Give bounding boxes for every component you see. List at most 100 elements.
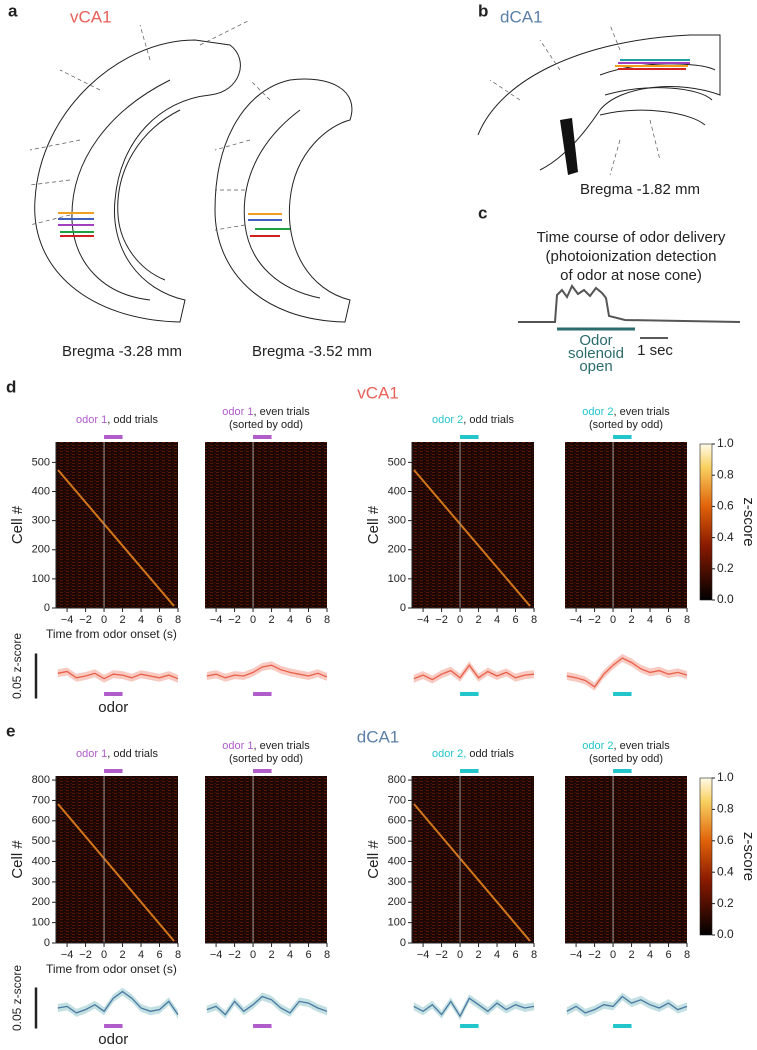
trace bbox=[57, 670, 179, 680]
trace-band bbox=[206, 661, 327, 682]
x-tick-label: −2 bbox=[228, 949, 241, 961]
x-tick-label: 8 bbox=[175, 614, 181, 626]
y-axis-label: Cell # bbox=[9, 505, 26, 544]
brain-section bbox=[29, 19, 251, 323]
trace bbox=[566, 657, 688, 688]
x-tick-label: 2 bbox=[119, 949, 125, 961]
y-tick-label: 800 bbox=[32, 774, 50, 786]
brain-section bbox=[477, 24, 721, 176]
sorted-diagonal bbox=[413, 469, 531, 607]
y-tick-label: 800 bbox=[388, 774, 406, 786]
trace-band bbox=[413, 994, 534, 1021]
odor-name: odor 1 bbox=[222, 406, 253, 418]
x-tick-label: 0 bbox=[457, 614, 463, 626]
trace bbox=[206, 664, 328, 679]
x-tick-label: 6 bbox=[665, 614, 671, 626]
x-tick-label: 4 bbox=[494, 949, 500, 961]
y-tick-label: 200 bbox=[388, 544, 406, 556]
panel-letter: c bbox=[478, 203, 487, 222]
x-tick-label: 8 bbox=[684, 614, 690, 626]
odor-name: odor 1 bbox=[76, 414, 107, 426]
y-tick-label: 400 bbox=[388, 485, 406, 497]
heatmap-title: odor 2, even trials bbox=[582, 406, 670, 418]
x-tick-label: 2 bbox=[268, 614, 274, 626]
y-tick-label: 500 bbox=[388, 456, 406, 468]
x-tick-label: 2 bbox=[628, 614, 634, 626]
trace-band bbox=[57, 987, 178, 1019]
trial-label: , even trials bbox=[613, 740, 670, 752]
x-tick-label: −4 bbox=[61, 614, 74, 626]
x-tick-label: 6 bbox=[512, 614, 518, 626]
heatmap-title: odor 1, even trials bbox=[222, 740, 310, 752]
heatmap bbox=[412, 442, 534, 608]
trace bbox=[566, 995, 688, 1014]
caption: Bregma -3.28 mm bbox=[62, 343, 182, 360]
title-line: (photoionization detection bbox=[546, 248, 717, 265]
panel-letter: d bbox=[6, 377, 16, 396]
sorted-diagonal bbox=[413, 803, 531, 942]
y-tick-label: 300 bbox=[32, 876, 50, 888]
colorbar-label: z-score bbox=[740, 497, 757, 546]
x-tick-label: 0 bbox=[101, 614, 107, 626]
colorbar bbox=[699, 777, 713, 936]
heatmap-title: odor 2, odd trials bbox=[432, 414, 514, 426]
y-tick-label: 200 bbox=[388, 896, 406, 908]
title-line: Time course of odor delivery bbox=[537, 229, 726, 246]
y-tick-label: 0 bbox=[44, 602, 50, 614]
y-axis-label: Cell # bbox=[365, 505, 382, 544]
trial-label: , odd trials bbox=[463, 414, 514, 426]
x-tick-label: −2 bbox=[228, 614, 241, 626]
x-tick-label: 6 bbox=[512, 949, 518, 961]
y-tick-label: 300 bbox=[388, 515, 406, 527]
colorbar-tick-label: 0.2 bbox=[717, 561, 734, 575]
x-tick-label: 0 bbox=[610, 949, 616, 961]
x-tick-label: −2 bbox=[435, 614, 448, 626]
heatmap bbox=[205, 776, 327, 943]
caption: Bregma -3.52 mm bbox=[252, 343, 372, 360]
x-tick-label: 6 bbox=[305, 614, 311, 626]
caption: Bregma -1.82 mm bbox=[580, 181, 700, 198]
x-tick-label: 4 bbox=[647, 614, 653, 626]
x-tick-label: 8 bbox=[324, 614, 330, 626]
colorbar-tick-label: 0.8 bbox=[717, 802, 734, 816]
heatmap-note: (sorted by odd) bbox=[229, 419, 303, 431]
trial-label: , odd trials bbox=[107, 414, 158, 426]
trace bbox=[57, 990, 179, 1015]
panel-letter: b bbox=[478, 1, 488, 20]
y-tick-label: 200 bbox=[32, 896, 50, 908]
x-tick-label: 2 bbox=[628, 949, 634, 961]
x-tick-label: 4 bbox=[287, 614, 293, 626]
x-tick-label: −4 bbox=[417, 614, 430, 626]
y-tick-label: 600 bbox=[388, 815, 406, 827]
heatmap bbox=[565, 776, 687, 943]
scale-label: 0.05 z-score bbox=[10, 965, 24, 1031]
panel-letter: e bbox=[6, 721, 15, 740]
heatmap-note: (sorted by odd) bbox=[589, 753, 663, 765]
x-axis-label: Time from odor onset (s) bbox=[46, 627, 177, 641]
stimulus-label: solenoid bbox=[568, 345, 624, 362]
y-tick-label: 400 bbox=[32, 855, 50, 867]
sorted-diagonal bbox=[57, 803, 175, 942]
colorbar-tick-label: 1.0 bbox=[717, 770, 734, 784]
y-tick-label: 200 bbox=[32, 544, 50, 556]
trial-label: odd trials bbox=[466, 748, 514, 760]
x-tick-label: 0 bbox=[610, 614, 616, 626]
y-tick-label: 500 bbox=[32, 835, 50, 847]
stimulus-label: Odor bbox=[579, 332, 612, 349]
panel-title: vCA1 bbox=[357, 383, 399, 402]
y-axis-label: Cell # bbox=[9, 840, 26, 879]
heatmap bbox=[56, 442, 178, 608]
x-tick-label: 8 bbox=[531, 949, 537, 961]
heatmap-title: odor 2, odd trials bbox=[432, 748, 514, 760]
x-tick-label: −2 bbox=[79, 949, 92, 961]
x-tick-label: 6 bbox=[156, 614, 162, 626]
y-tick-label: 100 bbox=[32, 573, 50, 585]
x-tick-label: 6 bbox=[156, 949, 162, 961]
odor-trace bbox=[518, 284, 741, 323]
scale-label: 1 sec bbox=[637, 342, 673, 359]
odor-name: odor 2 bbox=[582, 740, 613, 752]
heatmap-title: odor 1, even trials bbox=[222, 406, 310, 418]
x-tick-label: 0 bbox=[457, 949, 463, 961]
x-tick-label: 4 bbox=[647, 949, 653, 961]
trace-band bbox=[566, 992, 687, 1017]
